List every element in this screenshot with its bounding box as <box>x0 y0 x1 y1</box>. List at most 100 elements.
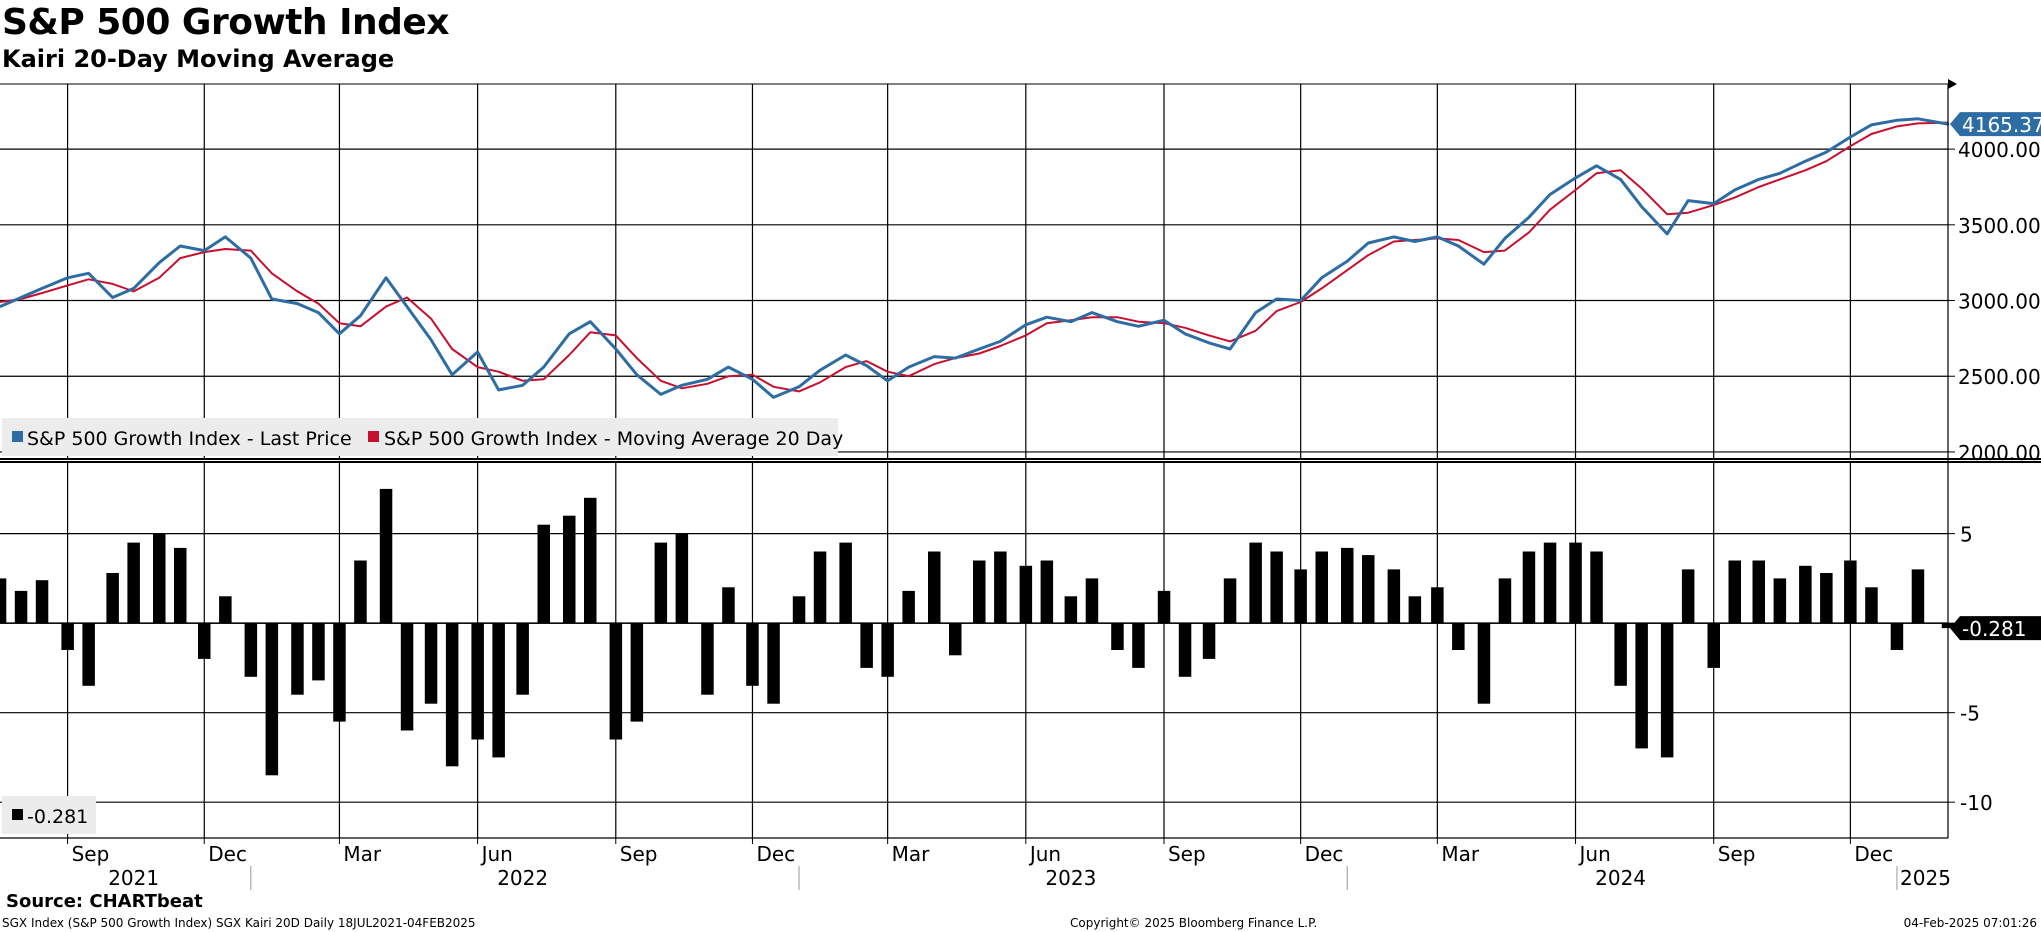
kairi-bar-57 <box>1294 569 1307 624</box>
price-point-18 <box>405 305 409 308</box>
kairi-bar-23 <box>516 623 529 695</box>
year-label-3: 2024 <box>1595 866 1646 890</box>
kairi-bars <box>0 488 1955 776</box>
price-point-22 <box>497 388 500 392</box>
x-tick-label-5: Dec <box>756 842 795 866</box>
price-point-34 <box>772 396 775 399</box>
kairi-bar-77 <box>1752 560 1765 624</box>
x-tick-label-6: Mar <box>892 842 931 866</box>
price-point-7 <box>158 261 161 264</box>
kairi-bar-50 <box>1132 623 1145 668</box>
kairi-bar-20 <box>445 623 459 767</box>
price-point-30 <box>680 384 684 387</box>
upper-ytick-label-1: 2500.00 <box>1958 365 2041 389</box>
x-tick-label-9: Dec <box>1305 842 1344 866</box>
price-point-58 <box>1320 276 1323 280</box>
price-point-70 <box>1595 164 1598 167</box>
kairi-bar-5 <box>106 573 119 624</box>
price-point-5 <box>111 296 114 299</box>
x-tick-label-3: Jun <box>480 842 513 866</box>
kairi-bar-80 <box>1820 573 1833 624</box>
kairi-bar-44 <box>994 551 1007 624</box>
upper-ytick-label-2: 3000.00 <box>1958 290 2041 314</box>
kairi-bar-38 <box>860 623 873 668</box>
price-point-25 <box>568 332 571 336</box>
lower-ytick-label-0: -10 <box>1960 791 1993 815</box>
year-label-4: 2025 <box>1900 866 1951 890</box>
kairi-bar-16 <box>354 560 367 624</box>
price-point-49 <box>1116 320 1119 323</box>
kairi-bar-53 <box>1202 623 1216 659</box>
kairi-bar-25 <box>563 515 576 624</box>
price-point-42 <box>954 356 957 360</box>
kairi-bar-56 <box>1270 551 1283 624</box>
kairi-bar-6 <box>127 542 140 624</box>
x-tick-label-0: Sep <box>72 842 110 866</box>
price-point-13 <box>296 302 299 305</box>
price-point-80 <box>1825 150 1828 154</box>
kairi-bar-12 <box>265 623 279 776</box>
price-point-12 <box>270 297 274 301</box>
kairi-bar-2 <box>35 580 49 624</box>
legend-label-ma: S&P 500 Growth Index - Moving Average 20… <box>384 428 843 450</box>
kairi-bar-9 <box>198 623 211 659</box>
y-tick-labels: 2000.00 2500.00 3000.00 3500.00 4000.00 -10 -5… <box>1958 138 2041 815</box>
price-point-0 <box>0 305 2 308</box>
price-point-53 <box>1207 341 1211 345</box>
kairi-bar-83 <box>1890 623 1904 650</box>
kairi-bar-82 <box>1865 587 1878 624</box>
price-point-59 <box>1346 259 1349 263</box>
price-point-14 <box>317 311 320 314</box>
price-point-32 <box>727 365 730 369</box>
kairi-bar-19 <box>424 623 438 704</box>
kairi-bar-51 <box>1157 590 1171 624</box>
x-tick-label-10: Mar <box>1441 842 1480 866</box>
x-tick-label-11: Jun <box>1578 842 1611 866</box>
price-point-54 <box>1228 347 1232 351</box>
source-label: Source: CHARTbeat <box>6 891 203 912</box>
price-point-77 <box>1757 178 1760 181</box>
year-label-1: 2022 <box>497 866 548 890</box>
kairi-bar-65 <box>1477 623 1491 704</box>
kairi-bar-69 <box>1569 542 1582 624</box>
kairi-bar-40 <box>902 590 915 624</box>
price-point-21 <box>476 350 479 354</box>
legend-swatch-kairi <box>12 809 23 820</box>
price-point-9 <box>203 249 206 252</box>
price-point-84 <box>1916 117 1920 121</box>
price-point-72 <box>1640 205 1643 208</box>
price-point-23 <box>521 384 524 387</box>
lower-ytick-label-3: 5 <box>1960 523 1973 547</box>
kairi-bar-75 <box>1707 623 1720 668</box>
legend-label-kairi: -0.281 <box>27 806 88 828</box>
kairi-bar-31 <box>701 623 714 695</box>
kairi-bar-73 <box>1660 623 1674 758</box>
kairi-bar-27 <box>609 623 623 740</box>
price-point-66 <box>1503 237 1507 240</box>
kairi-bar-22 <box>492 623 505 758</box>
kairi-bar-78 <box>1773 578 1787 624</box>
price-point-50 <box>1137 325 1140 328</box>
price-badge <box>1950 112 2041 137</box>
kairi-bar-70 <box>1590 551 1603 624</box>
price-point-48 <box>1090 311 1094 314</box>
legend-swatch-price <box>12 431 23 442</box>
kairi-bar-55 <box>1249 542 1262 624</box>
kairi-bar-21 <box>471 623 484 740</box>
price-point-31 <box>706 378 709 381</box>
kairi-bar-81 <box>1844 560 1857 624</box>
price-point-64 <box>1457 244 1460 248</box>
series-line-moving-average <box>0 121 1949 393</box>
price-point-74 <box>1686 199 1690 202</box>
price-point-46 <box>1045 315 1049 319</box>
year-label-0: 2021 <box>108 866 159 890</box>
price-point-41 <box>932 355 936 358</box>
kairi-bar-45 <box>1019 565 1033 624</box>
price-point-75 <box>1712 202 1715 205</box>
price-point-63 <box>1436 235 1439 239</box>
kairi-bar-35 <box>792 596 806 624</box>
x-tick-label-8: Sep <box>1168 842 1206 866</box>
kairi-bar-47 <box>1064 596 1078 624</box>
x-tick-label-2: Mar <box>343 842 382 866</box>
price-point-35 <box>797 385 801 389</box>
